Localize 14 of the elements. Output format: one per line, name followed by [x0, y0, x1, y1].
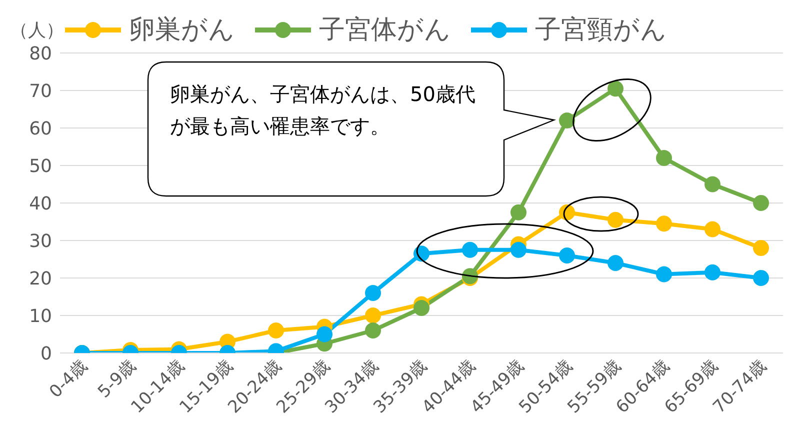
y-tick-label: 30 — [29, 230, 52, 252]
y-tick-label: 70 — [29, 80, 52, 102]
y-tick-label: 0 — [40, 343, 52, 364]
legend-label: 子宮頸がん — [535, 14, 667, 47]
y-tick-label: 40 — [29, 193, 52, 214]
legend-label: 子宮体がん — [319, 14, 451, 47]
y-tick-label: 50 — [29, 156, 52, 177]
y-tick-label: 80 — [29, 43, 52, 64]
legend-label: 卵巣がん — [129, 14, 235, 47]
y-axis-title: （人） — [10, 19, 64, 42]
y-tick-label: 20 — [29, 268, 52, 290]
y-tick-label: 10 — [29, 306, 52, 327]
annotation: 卵巣がん、子宮体がんは、50歳代が最も高い罹患率です。 — [170, 81, 476, 140]
y-tick-label: 60 — [29, 118, 52, 140]
